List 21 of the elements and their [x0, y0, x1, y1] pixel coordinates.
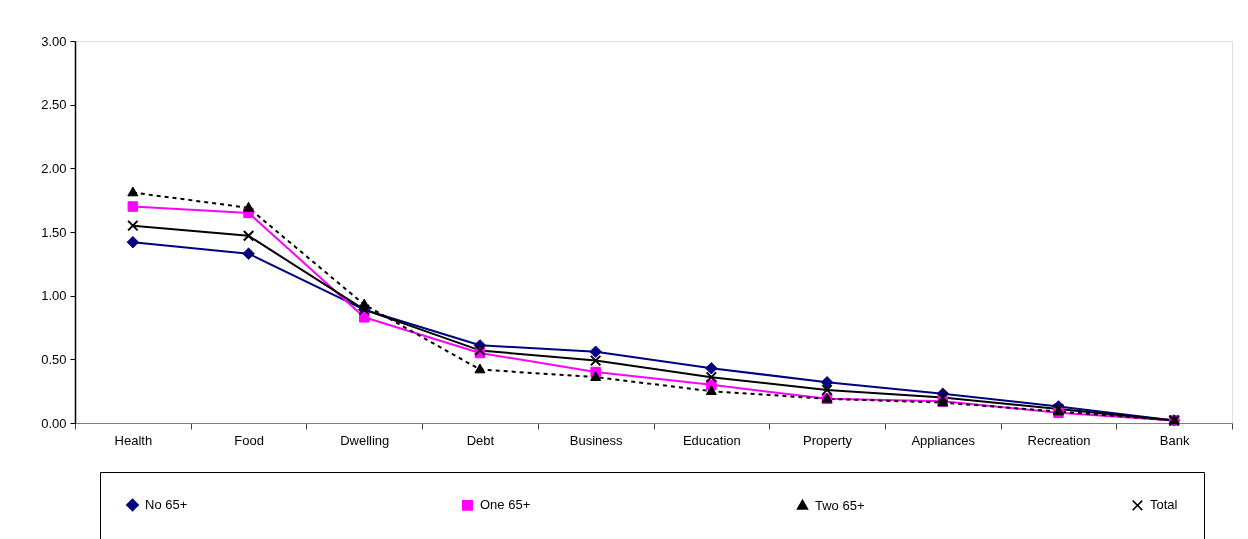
x-tick-label: Debt [466, 432, 495, 448]
y-tick-label: 3.00 [41, 33, 67, 49]
legend-label: Total [1150, 497, 1178, 513]
x-tick-label: Recreation [1027, 432, 1091, 448]
x-tick-label: Business [569, 432, 624, 448]
x-tick-label: Property [802, 432, 853, 448]
legend-label: No 65+ [145, 496, 188, 512]
x-tick-label: Food [234, 432, 264, 448]
y-tick-label: 0.50 [41, 351, 67, 367]
legend-label: One 65+ [480, 497, 531, 513]
y-tick-label: 2.50 [41, 97, 67, 113]
y-tick-label: 2.00 [41, 160, 67, 176]
x-tick-label: Education [682, 432, 741, 448]
x-tick-label: Dwelling [340, 432, 390, 448]
x-tick-label: Health [114, 432, 153, 448]
legend-label: Two 65+ [815, 497, 865, 513]
y-tick-label: 1.50 [41, 224, 67, 240]
x-tick-label: Bank [1159, 432, 1190, 448]
y-tick-label: 0.00 [41, 415, 67, 431]
y-tick-label: 1.00 [41, 288, 67, 304]
x-tick-label: Appliances [911, 432, 976, 448]
